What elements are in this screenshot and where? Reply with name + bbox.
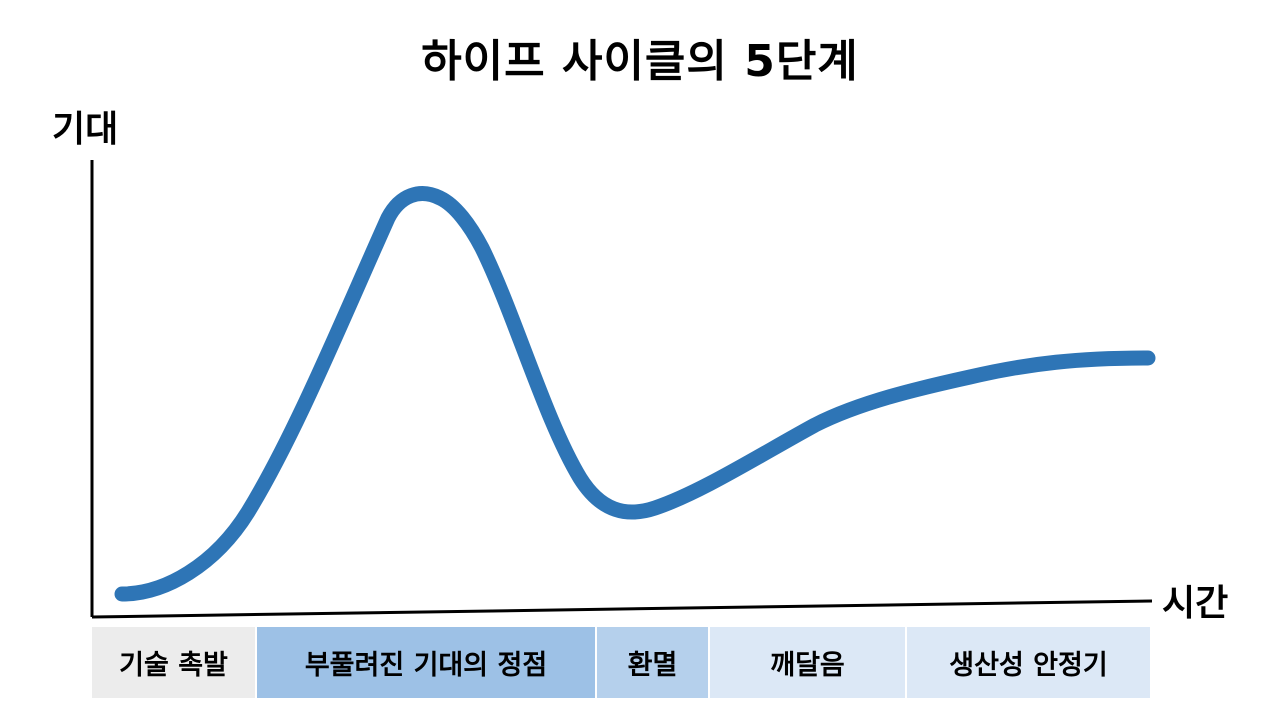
- phase-technology-trigger: 기술 촉발: [92, 627, 257, 698]
- phase-peak-of-inflated-expectations: 부풀려진 기대의 정점: [257, 627, 597, 698]
- x-axis-line: [91, 599, 1153, 619]
- phase-slope-of-enlightenment: 깨달음: [710, 627, 907, 698]
- hype-curve: [114, 186, 1156, 602]
- phase-bar: 기술 촉발 부풀려진 기대의 정점 환멸 깨달음 생산성 안정기: [92, 627, 1150, 698]
- x-axis-label: 시간: [1162, 583, 1229, 624]
- phase-plateau-of-productivity: 생산성 안정기: [907, 627, 1150, 698]
- phase-trough-of-disillusionment: 환멸: [597, 627, 710, 698]
- diagram-title: 하이프 사이클의 5단계: [421, 36, 859, 87]
- y-axis-label: 기대: [52, 109, 119, 150]
